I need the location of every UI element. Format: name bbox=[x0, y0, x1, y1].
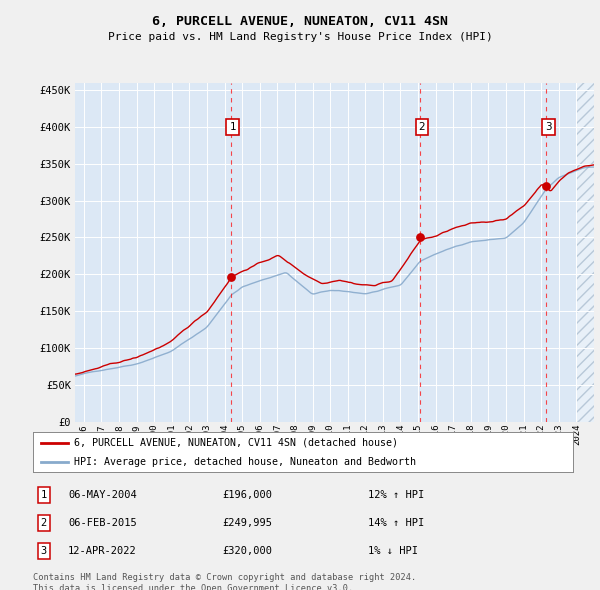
Text: 2: 2 bbox=[41, 518, 47, 527]
Text: £320,000: £320,000 bbox=[222, 546, 272, 556]
Text: £196,000: £196,000 bbox=[222, 490, 272, 500]
Text: Price paid vs. HM Land Registry's House Price Index (HPI): Price paid vs. HM Land Registry's House … bbox=[107, 32, 493, 42]
Text: 3: 3 bbox=[41, 546, 47, 556]
Text: 06-MAY-2004: 06-MAY-2004 bbox=[68, 490, 137, 500]
Text: 6, PURCELL AVENUE, NUNEATON, CV11 4SN (detached house): 6, PURCELL AVENUE, NUNEATON, CV11 4SN (d… bbox=[74, 438, 398, 448]
Point bbox=[415, 233, 425, 242]
Text: 2: 2 bbox=[419, 122, 425, 132]
Bar bbox=[577, 83, 600, 422]
Text: 12% ↑ HPI: 12% ↑ HPI bbox=[368, 490, 424, 500]
Text: HPI: Average price, detached house, Nuneaton and Bedworth: HPI: Average price, detached house, Nune… bbox=[74, 457, 415, 467]
Text: 12-APR-2022: 12-APR-2022 bbox=[68, 546, 137, 556]
Text: Contains HM Land Registry data © Crown copyright and database right 2024.
This d: Contains HM Land Registry data © Crown c… bbox=[33, 573, 416, 590]
Text: £249,995: £249,995 bbox=[222, 518, 272, 527]
Text: 06-FEB-2015: 06-FEB-2015 bbox=[68, 518, 137, 527]
Text: 14% ↑ HPI: 14% ↑ HPI bbox=[368, 518, 424, 527]
Text: 6, PURCELL AVENUE, NUNEATON, CV11 4SN: 6, PURCELL AVENUE, NUNEATON, CV11 4SN bbox=[152, 15, 448, 28]
Text: 1: 1 bbox=[41, 490, 47, 500]
Bar bbox=[577, 83, 600, 422]
Point bbox=[226, 273, 236, 282]
Text: 1: 1 bbox=[229, 122, 236, 132]
Text: 3: 3 bbox=[545, 122, 551, 132]
Text: 1% ↓ HPI: 1% ↓ HPI bbox=[368, 546, 418, 556]
Point bbox=[542, 181, 551, 191]
